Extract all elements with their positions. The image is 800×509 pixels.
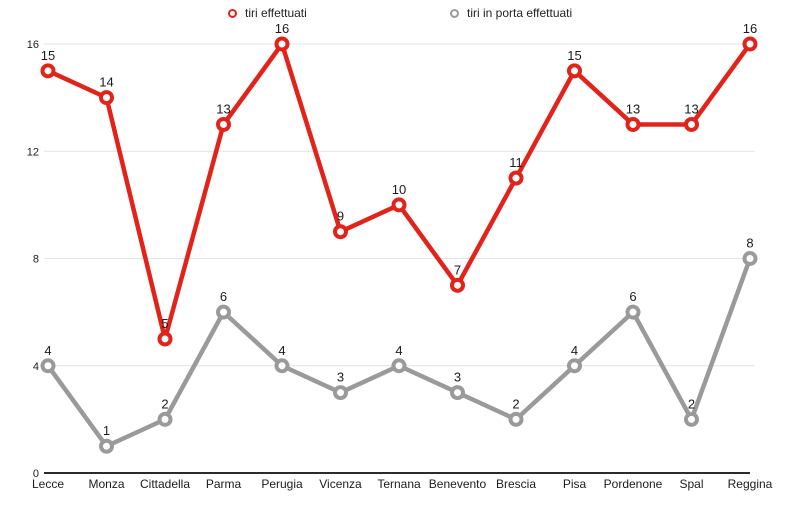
data-point-marker <box>684 116 699 132</box>
data-point-label: 8 <box>746 236 753 251</box>
data-point-label: 16 <box>275 21 289 36</box>
data-point-label: 4 <box>278 343 285 358</box>
x-axis-label: Benevento <box>429 477 487 491</box>
data-point-marker <box>625 116 641 132</box>
data-point-marker <box>684 411 699 427</box>
legend-item-tiri-effettuati[interactable]: tiri effettuati <box>228 6 307 20</box>
data-point-marker <box>742 36 758 52</box>
data-point-label: 15 <box>41 48 55 63</box>
y-tick-label: 12 <box>27 146 39 158</box>
data-point-label: 2 <box>161 396 168 411</box>
data-point-marker <box>333 224 348 240</box>
data-point-marker <box>391 197 407 213</box>
y-tick-label: 16 <box>27 39 39 51</box>
x-axis-label: Brescia <box>496 477 536 491</box>
data-point-marker <box>274 358 290 374</box>
data-point-label: 3 <box>454 370 461 385</box>
data-point-marker <box>216 116 231 132</box>
series-ring-icon <box>450 8 459 18</box>
data-point-marker <box>274 36 290 52</box>
x-axis-label: Perugia <box>261 477 303 491</box>
x-axis-label: Reggina <box>728 477 773 491</box>
data-point-label: 10 <box>392 182 406 197</box>
data-point-label: 5 <box>161 316 168 331</box>
data-point-label: 2 <box>688 396 695 411</box>
data-point-label: 9 <box>337 209 344 224</box>
data-point-marker <box>742 251 758 266</box>
data-point-marker <box>450 277 465 293</box>
x-axis-label: Lecce <box>32 477 64 491</box>
series-ring-icon <box>228 8 237 18</box>
data-point-marker <box>450 385 465 401</box>
data-point-label: 7 <box>454 262 461 277</box>
data-point-marker <box>157 411 173 427</box>
x-axis-label: Pordenone <box>604 477 663 491</box>
x-axis-label: Pisa <box>563 477 587 491</box>
data-point-label: 13 <box>684 101 698 116</box>
x-axis-label: Parma <box>206 477 242 491</box>
data-point-label: 15 <box>567 48 581 63</box>
data-point-marker <box>157 331 173 347</box>
legend-label: tiri effettuati <box>245 6 307 20</box>
data-point-label: 6 <box>629 289 636 304</box>
data-point-label: 4 <box>571 343 578 358</box>
data-point-marker <box>391 358 407 374</box>
data-point-marker <box>40 63 56 79</box>
data-point-label: 6 <box>220 289 227 304</box>
chart-legend: tiri effettuati tiri in porta effettuati <box>0 0 800 26</box>
x-axis-label: Spal <box>679 477 703 491</box>
x-axis-label: Ternana <box>377 477 421 491</box>
data-point-marker <box>567 358 582 374</box>
data-point-marker <box>99 90 114 106</box>
y-tick-label: 0 <box>33 468 39 480</box>
data-point-label: 14 <box>99 75 113 90</box>
data-point-marker <box>40 358 56 374</box>
data-point-label: 2 <box>512 396 519 411</box>
data-point-marker <box>99 438 114 454</box>
data-point-label: 11 <box>509 155 523 170</box>
data-point-marker <box>567 63 582 79</box>
data-point-marker <box>625 304 641 320</box>
y-tick-label: 8 <box>33 254 39 266</box>
data-point-label: 4 <box>44 343 51 358</box>
legend-label: tiri in porta effettuati <box>467 6 573 20</box>
x-axis-label: Monza <box>88 477 124 491</box>
y-tick-label: 4 <box>33 361 39 373</box>
x-axis-label: Cittadella <box>140 477 190 491</box>
data-point-marker <box>508 411 524 427</box>
data-point-label: 13 <box>216 101 230 116</box>
data-point-label: 3 <box>337 370 344 385</box>
data-point-label: 13 <box>626 101 640 116</box>
data-point-marker <box>508 170 524 186</box>
x-axis-label: Vicenza <box>319 477 362 491</box>
data-point-marker <box>216 304 231 320</box>
data-point-label: 1 <box>103 423 110 438</box>
data-point-marker <box>333 385 348 401</box>
legend-item-tiri-in-porta-effettuati[interactable]: tiri in porta effettuati <box>450 6 572 20</box>
data-point-label: 4 <box>395 343 402 358</box>
data-point-label: 16 <box>743 21 757 36</box>
